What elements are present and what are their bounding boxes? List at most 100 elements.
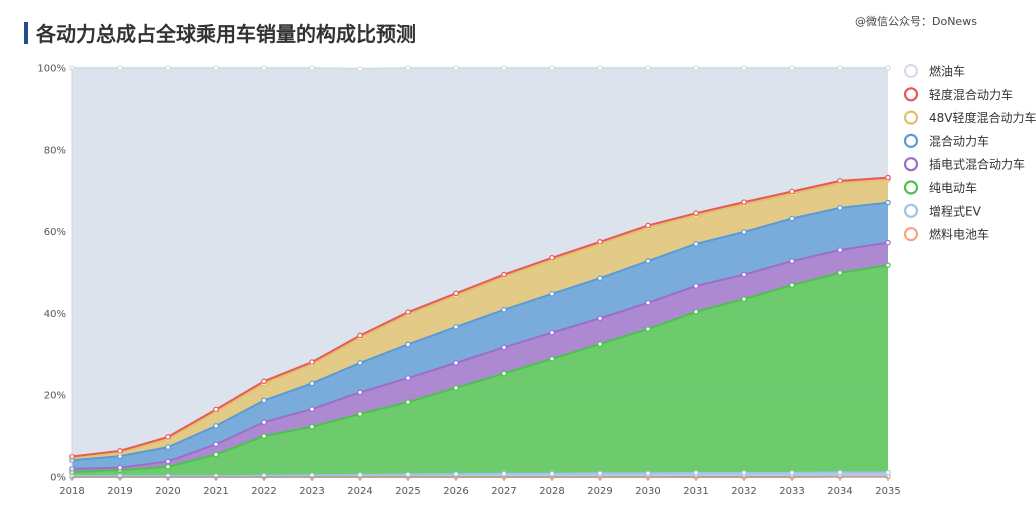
point-燃油车-2025[interactable] [405,65,411,71]
point-纯电动车-2020[interactable] [165,463,171,470]
point-轻度混合动力车-2024[interactable] [357,332,363,339]
point-混合动力车-2022[interactable] [261,397,267,404]
point-纯电动车-2033[interactable] [789,282,795,288]
legend-item[interactable]: 燃料电池车 [903,227,989,242]
point-插电式混合动力车-2023[interactable] [309,406,315,412]
point-纯电动车-2028[interactable] [549,355,555,362]
point-纯电动车-2035[interactable] [885,262,891,268]
point-增程式EV-2025[interactable] [405,471,411,478]
point-混合动力车-2026[interactable] [453,324,459,330]
legend-item[interactable]: 48V轻度混合动力车 [903,110,1036,125]
point-混合动力车-2033[interactable] [789,215,795,222]
point-燃油车-2026[interactable] [453,65,459,71]
point-增程式EV-2024[interactable] [357,472,363,478]
point-纯电动车-2032[interactable] [741,296,747,302]
point-插电式混合动力车-2031[interactable] [693,283,699,289]
point-轻度混合动力车-2027[interactable] [501,271,507,278]
point-燃油车-2027[interactable] [501,65,507,71]
point-插电式混合动力车-2028[interactable] [549,329,555,336]
point-混合动力车-2024[interactable] [357,360,363,366]
point-燃油车-2022[interactable] [261,65,267,71]
point-插电式混合动力车-2024[interactable] [357,389,363,396]
point-混合动力车-2034[interactable] [837,205,843,211]
point-轻度混合动力车-2035[interactable] [885,174,891,181]
point-燃油车-2032[interactable] [741,65,747,71]
point-增程式EV-2031[interactable] [693,470,699,476]
point-燃油车-2024[interactable] [357,66,363,72]
point-插电式混合动力车-2022[interactable] [261,419,267,425]
point-混合动力车-2025[interactable] [405,341,411,348]
point-纯电动车-2025[interactable] [405,399,411,405]
point-增程式EV-2028[interactable] [549,470,555,477]
point-纯电动车-2031[interactable] [693,308,699,315]
legend-item[interactable]: 增程式EV [903,203,982,218]
point-插电式混合动力车-2021[interactable] [213,441,219,448]
point-插电式混合动力车-2034[interactable] [837,247,843,253]
point-混合动力车-2031[interactable] [693,241,699,247]
point-轻度混合动力车-2023[interactable] [309,359,315,365]
point-燃油车-2028[interactable] [549,65,555,71]
point-增程式EV-2029[interactable] [597,470,603,477]
point-轻度混合动力车-2034[interactable] [837,178,843,184]
legend-item[interactable]: 轻度混合动力车 [903,87,1013,102]
point-燃油车-2019[interactable] [117,65,123,71]
point-增程式EV-2027[interactable] [501,470,507,477]
point-轻度混合动力车-2021[interactable] [213,406,219,413]
point-增程式EV-2030[interactable] [645,470,651,477]
point-轻度混合动力车-2033[interactable] [789,188,795,195]
point-燃油车-2021[interactable] [213,65,219,71]
point-轻度混合动力车-2025[interactable] [405,309,411,315]
point-增程式EV-2035[interactable] [885,469,891,476]
point-增程式EV-2032[interactable] [741,470,747,476]
point-燃油车-2031[interactable] [693,65,699,71]
point-插电式混合动力车-2032[interactable] [741,271,747,278]
point-纯电动车-2029[interactable] [597,341,603,347]
point-插电式混合动力车-2025[interactable] [405,375,411,381]
point-轻度混合动力车-2019[interactable] [117,448,123,454]
point-轻度混合动力车-2032[interactable] [741,199,747,205]
point-插电式混合动力车-2027[interactable] [501,344,507,351]
point-轻度混合动力车-2029[interactable] [597,239,603,245]
point-纯电动车-2026[interactable] [453,385,459,391]
point-燃油车-2020[interactable] [165,65,171,71]
point-轻度混合动力车-2028[interactable] [549,254,555,261]
legend-item[interactable]: 燃油车 [903,64,965,79]
point-混合动力车-2035[interactable] [885,199,891,206]
point-混合动力车-2028[interactable] [549,290,555,297]
point-燃油车-2030[interactable] [645,65,651,71]
point-增程式EV-2026[interactable] [453,471,459,477]
point-混合动力车-2020[interactable] [165,444,171,450]
point-轻度混合动力车-2030[interactable] [645,222,651,229]
point-混合动力车-2030[interactable] [645,258,651,264]
point-纯电动车-2027[interactable] [501,370,507,377]
point-插电式混合动力车-2019[interactable] [117,464,123,471]
point-燃油车-2023[interactable] [309,65,315,71]
point-插电式混合动力车-2026[interactable] [453,360,459,366]
point-混合动力车-2032[interactable] [741,229,747,235]
point-增程式EV-2034[interactable] [837,469,843,476]
point-混合动力车-2027[interactable] [501,306,507,313]
point-燃油车-2029[interactable] [597,65,603,71]
point-插电式混合动力车-2029[interactable] [597,315,603,322]
point-混合动力车-2021[interactable] [213,423,219,429]
legend-item[interactable]: 纯电动车 [903,180,977,195]
point-插电式混合动力车-2030[interactable] [645,299,651,306]
point-插电式混合动力车-2035[interactable] [885,239,891,246]
point-混合动力车-2029[interactable] [597,275,603,282]
point-增程式EV-2033[interactable] [789,470,795,476]
legend-item[interactable]: 插电式混合动力车 [903,157,1025,172]
point-轻度混合动力车-2022[interactable] [261,378,267,385]
point-轻度混合动力车-2020[interactable] [165,434,171,440]
point-轻度混合动力车-2026[interactable] [453,290,459,297]
point-纯电动车-2034[interactable] [837,270,843,276]
point-纯电动车-2021[interactable] [213,451,219,458]
point-插电式混合动力车-2020[interactable] [165,458,171,465]
point-纯电动车-2030[interactable] [645,326,651,332]
point-插电式混合动力车-2033[interactable] [789,258,795,264]
point-纯电动车-2023[interactable] [309,423,315,430]
point-纯电动车-2022[interactable] [261,433,267,439]
point-燃油车-2034[interactable] [837,65,843,71]
point-纯电动车-2024[interactable] [357,411,363,417]
point-混合动力车-2023[interactable] [309,380,315,387]
